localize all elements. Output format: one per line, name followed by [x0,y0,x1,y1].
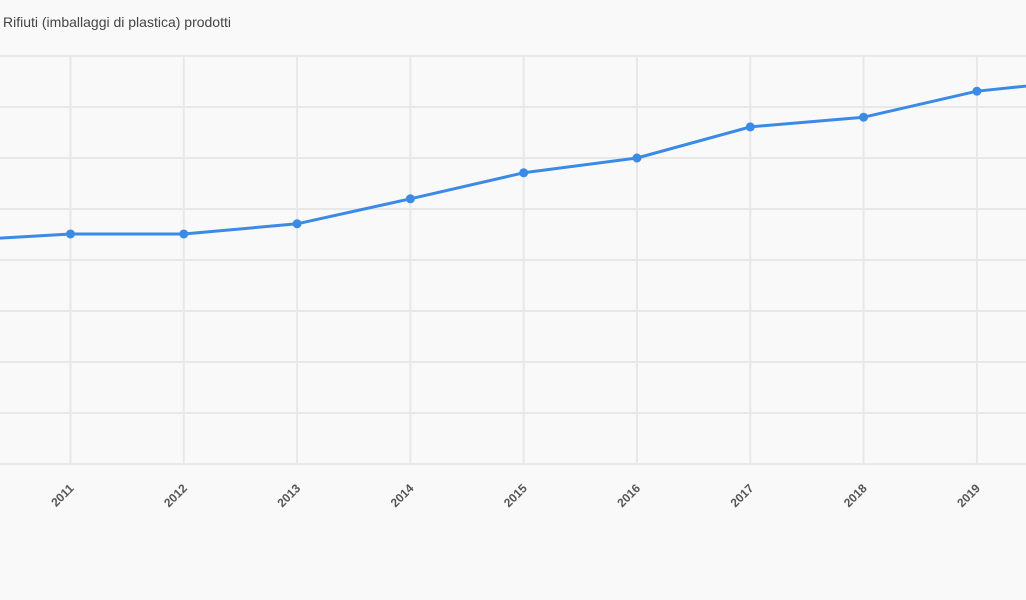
point [519,168,529,178]
x-tick-label: 2017 [728,481,757,510]
x-tick-label: 2014 [388,481,417,510]
x-tick-label: 2015 [501,481,530,510]
x-tick-label: 2011 [48,481,77,510]
point [292,219,302,229]
point [972,86,982,96]
x-tick-label: 2018 [841,481,870,510]
point [745,122,755,132]
x-tick-label: 2012 [161,481,190,510]
x-tick-label: 2019 [954,481,983,510]
chart-title: Rifiuti (imballaggi di plastica) prodott… [3,14,231,30]
point [632,153,642,163]
point [859,112,869,122]
x-tick-label: 2016 [614,481,643,510]
point [179,229,189,239]
point [405,194,415,204]
point [66,229,75,239]
line [0,84,1026,240]
x-tick-label: 2013 [274,481,303,510]
